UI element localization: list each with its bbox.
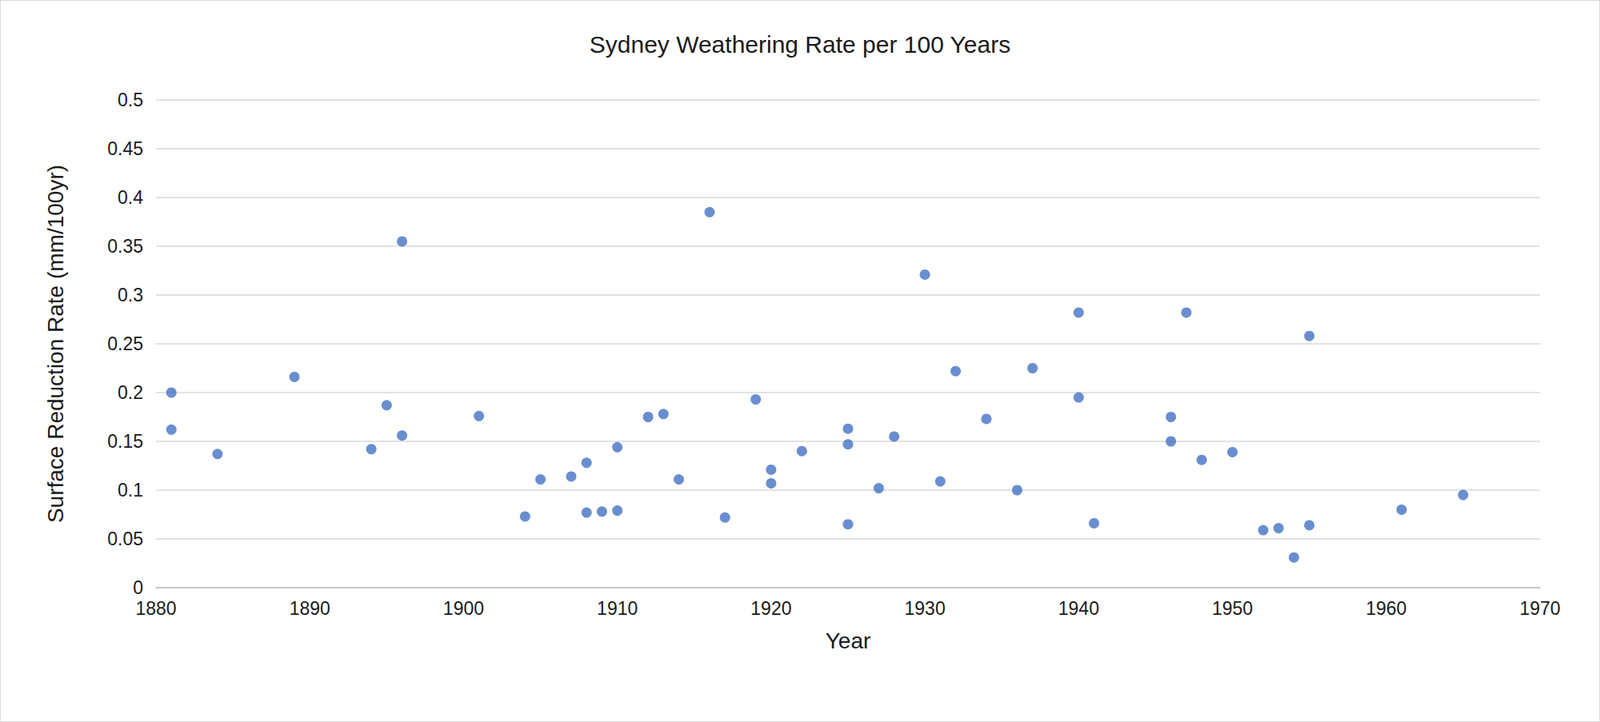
svg-text:1970: 1970 bbox=[1519, 598, 1560, 620]
svg-text:0.35: 0.35 bbox=[107, 236, 144, 257]
svg-text:1930: 1930 bbox=[904, 598, 946, 620]
svg-text:Surface Reduction Rate (mm/100: Surface Reduction Rate (mm/100yr) bbox=[43, 164, 68, 524]
svg-text:0.45: 0.45 bbox=[107, 138, 144, 160]
svg-text:0.2: 0.2 bbox=[117, 382, 144, 404]
svg-text:0.15: 0.15 bbox=[107, 431, 144, 452]
svg-text:0.3: 0.3 bbox=[117, 284, 144, 306]
svg-text:0.05: 0.05 bbox=[107, 528, 144, 550]
svg-text:1960: 1960 bbox=[1365, 598, 1407, 620]
svg-text:1880: 1880 bbox=[135, 598, 176, 620]
svg-text:0.4: 0.4 bbox=[117, 187, 144, 208]
svg-text:0.5: 0.5 bbox=[117, 89, 144, 111]
svg-text:1950: 1950 bbox=[1212, 598, 1253, 620]
svg-text:1940: 1940 bbox=[1058, 598, 1100, 620]
svg-text:1920: 1920 bbox=[750, 598, 792, 620]
svg-text:0.1: 0.1 bbox=[117, 480, 144, 501]
svg-text:1890: 1890 bbox=[289, 598, 331, 620]
svg-text:1910: 1910 bbox=[596, 598, 638, 620]
svg-text:Sydney Weathering Rate per 100: Sydney Weathering Rate per 100 Years bbox=[589, 31, 1011, 58]
svg-text:0: 0 bbox=[132, 577, 144, 599]
svg-text:1900: 1900 bbox=[443, 598, 484, 620]
svg-text:Year: Year bbox=[825, 628, 872, 654]
svg-text:0.25: 0.25 bbox=[107, 333, 144, 355]
